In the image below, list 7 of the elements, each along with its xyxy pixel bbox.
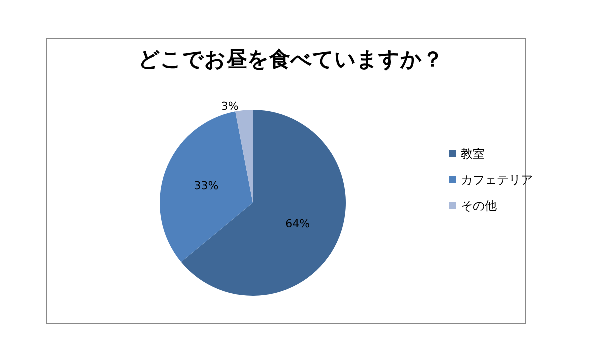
chart-title: どこでお昼を食べていますか？ bbox=[138, 48, 444, 72]
legend-label: その他 bbox=[461, 199, 497, 213]
legend-label: 教室 bbox=[461, 147, 485, 161]
data-label: 3% bbox=[221, 100, 239, 113]
data-label: 64% bbox=[286, 218, 310, 231]
data-label: 33% bbox=[194, 180, 219, 193]
legend-label: カフェテリア bbox=[461, 173, 533, 187]
